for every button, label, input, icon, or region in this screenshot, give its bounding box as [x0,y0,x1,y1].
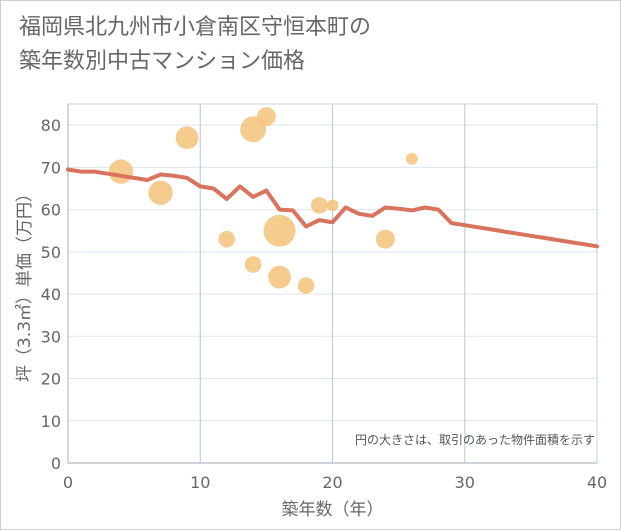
y-tick-label: 60 [41,201,61,220]
scatter-point [310,197,328,214]
y-tick-label: 80 [41,116,61,135]
scatter-point [405,153,418,165]
y-tick-label: 10 [41,412,61,431]
scatter-point [326,199,339,212]
scatter-point [268,265,291,289]
y-tick-label: 50 [41,243,61,262]
scatter-point [256,107,276,127]
trend-line [66,167,599,249]
tick-layer: 0 10 20 30 40 50 60 70 80 0 10 20 30 40 [41,116,608,492]
y-tick-label: 0 [51,454,61,473]
y-axis-label: 坪（3.3㎡）単価（万円） [15,185,35,382]
chart-title-line-1: 福岡県北九州市小倉南区守恒本町の [19,15,372,40]
y-tick-label: 30 [41,327,61,346]
y-tick-label: 40 [41,285,61,304]
x-tick-label: 30 [455,473,475,492]
x-tick-label: 20 [322,473,342,492]
x-tick-label: 0 [63,473,73,492]
scatter-point [108,159,134,184]
scatter-point [175,126,199,150]
scatter-point [148,180,173,205]
scatter-point [375,229,395,249]
scatter-point [297,277,315,294]
grid-layer [67,104,598,464]
y-tick-label: 20 [41,370,61,389]
chart-title: 福岡県北九州市小倉南区守恒本町の 築年数別中古マンション価格 [19,11,609,79]
x-tick-label: 40 [587,473,607,492]
bubble-layer [108,107,418,294]
x-axis-label: 築年数（年） [282,500,384,520]
scatter-point [244,256,262,273]
plot-border [67,103,598,464]
x-tick-label: 10 [190,473,210,492]
scatter-point [218,230,235,248]
chart-title-line-2: 築年数別中古マンション価格 [19,49,306,74]
y-tick-label: 70 [41,158,61,177]
bubble-size-note: 円の大きさは、取引のあった物件面積を示す [355,432,595,447]
scatter-point [263,214,296,247]
